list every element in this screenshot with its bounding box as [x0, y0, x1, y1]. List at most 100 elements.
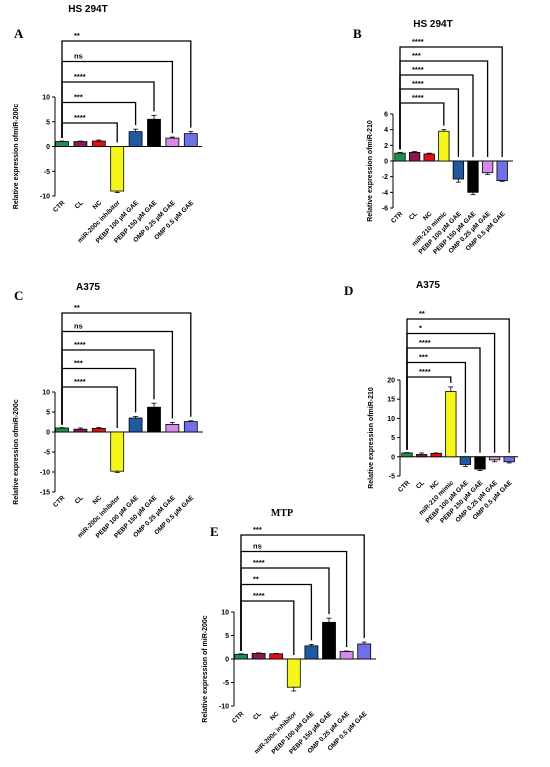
- significance-label: *: [419, 324, 422, 333]
- y-axis-label: Relative expression ofmiR-210: [368, 387, 375, 489]
- significance-label: **: [253, 575, 259, 584]
- bar-7: [339, 651, 354, 660]
- bar-6: [147, 406, 161, 433]
- category-label: CL: [74, 494, 85, 505]
- significance-label: ****: [74, 72, 86, 81]
- y-tick-label: 0: [384, 159, 388, 166]
- y-tick-label: -15: [40, 490, 50, 497]
- significance-label: ns: [74, 322, 83, 331]
- y-axis-label: Relative expression ofmiR-200c: [13, 399, 20, 505]
- significance-bracket: [61, 386, 118, 428]
- significance-bracket: [61, 101, 137, 139]
- category-label: NC: [429, 479, 441, 491]
- bar-6: [467, 160, 479, 193]
- chart-panel-c: C A375 10 5 0 -5 -10 -15 Relative expression ofm…: [13, 282, 203, 540]
- category-label: CL: [74, 199, 85, 210]
- significance-label: ****: [74, 113, 86, 122]
- significance-bracket: [240, 600, 295, 655]
- y-tick-label: -10: [219, 704, 229, 711]
- panel-letter: D: [344, 283, 353, 298]
- bar-4: [110, 146, 125, 192]
- category-label: CTR: [390, 210, 405, 225]
- chart-panel-e: E MTP 10 5 0 -5 -10 Relative expression of miR-…: [202, 508, 376, 756]
- panel-letter: E: [210, 524, 219, 539]
- significance-label: ****: [412, 79, 424, 88]
- significance-label: **: [74, 303, 80, 312]
- bar-1: [234, 653, 248, 660]
- y-tick-label: 10: [387, 416, 395, 423]
- significance-bracket: [399, 46, 503, 157]
- bar-1: [55, 141, 69, 147]
- y-tick-label: -5: [44, 169, 50, 176]
- panel-title: HS 294T: [68, 4, 107, 15]
- category-label: NC: [92, 199, 104, 211]
- category-label: CTR: [397, 479, 412, 494]
- panel-letter: A: [14, 26, 24, 41]
- y-tick-label: 20: [387, 378, 395, 385]
- significance-bracket: [399, 102, 445, 150]
- bar-2: [251, 652, 266, 660]
- bar-3: [91, 140, 106, 147]
- y-tick-label: 5: [46, 410, 50, 417]
- category-label: CTR: [52, 199, 67, 214]
- bar-5: [304, 645, 319, 660]
- panel-title: HS 294T: [413, 19, 452, 30]
- bar-1: [55, 427, 69, 433]
- bar-5: [452, 160, 465, 180]
- significance-bracket: [406, 347, 481, 453]
- significance-label: ****: [412, 65, 424, 74]
- bar-2: [73, 428, 88, 433]
- bar-8: [496, 160, 508, 181]
- category-label: CL: [415, 479, 426, 490]
- y-tick-label: 0: [46, 430, 50, 437]
- y-tick-label: -5: [44, 450, 50, 457]
- bar-4: [445, 391, 457, 458]
- bar-3: [423, 153, 435, 162]
- significance-label: ns: [74, 52, 83, 61]
- bar-7: [488, 456, 501, 461]
- significance-label: **: [74, 31, 80, 40]
- category-label: CL: [408, 210, 419, 221]
- significance-label: ****: [412, 37, 424, 46]
- category-label: CTR: [52, 494, 67, 509]
- panel-title: A375: [416, 280, 440, 291]
- bar-3: [430, 452, 442, 458]
- significance-label: ns: [253, 542, 262, 551]
- bar-7: [165, 423, 180, 433]
- significance-bracket: [406, 376, 452, 450]
- significance-label: ****: [74, 340, 86, 349]
- bar-8: [183, 133, 198, 147]
- y-tick-label: 5: [225, 633, 229, 640]
- y-tick-label: -6: [382, 206, 388, 213]
- y-tick-label: 0: [225, 657, 229, 664]
- bar-2: [415, 454, 428, 458]
- significance-bracket: [240, 583, 313, 651]
- bar-3: [269, 653, 284, 660]
- panel-letter: C: [14, 288, 23, 303]
- chart-panel-d: D A375 20 15 10 5 0 -5 Relative expression ofmiR…: [344, 280, 518, 525]
- chart-panel-a: A HS 294T 10 5 0 -5 -10 Relative expression ofm…: [13, 4, 202, 245]
- significance-label: ****: [419, 367, 431, 376]
- significance-bracket: [399, 88, 460, 157]
- y-axis-label: Relative expression of miR-200c: [202, 615, 209, 722]
- bar-6: [474, 456, 486, 470]
- significance-label: ***: [412, 51, 421, 60]
- y-tick-label: 6: [384, 112, 388, 119]
- significance-label: ****: [74, 377, 86, 386]
- bar-7: [165, 137, 180, 147]
- bar-1: [394, 152, 406, 162]
- bar-6: [147, 118, 161, 147]
- significance-label: ***: [74, 359, 83, 368]
- significance-bracket: [399, 74, 474, 157]
- bar-8: [357, 643, 372, 660]
- y-tick-label: 2: [384, 143, 388, 150]
- bar-8: [183, 421, 198, 433]
- bar-3: [91, 427, 106, 433]
- significance-label: ***: [74, 93, 83, 102]
- panel-title: MTP: [271, 508, 293, 519]
- bar-6: [322, 621, 336, 660]
- y-tick-label: -10: [40, 194, 50, 201]
- bar-2: [73, 141, 88, 147]
- category-label: CL: [252, 710, 263, 721]
